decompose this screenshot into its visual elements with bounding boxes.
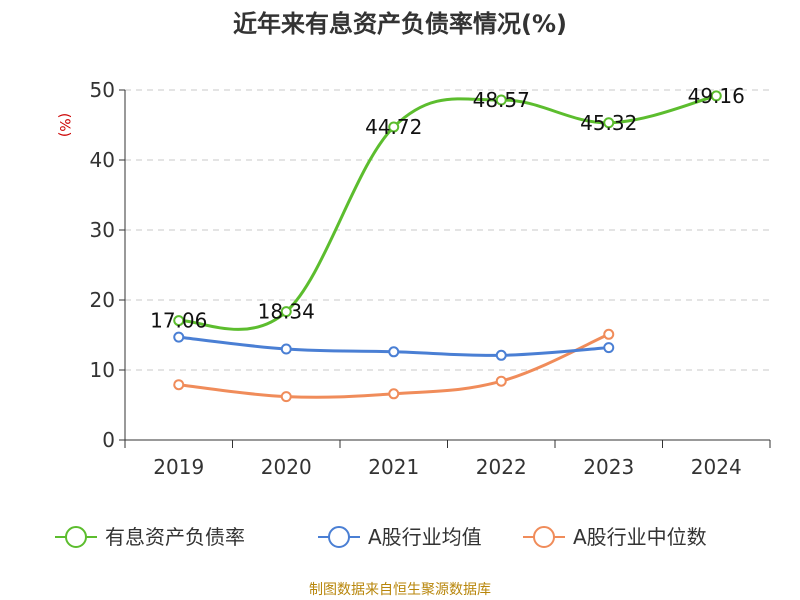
- x-tick-label: 2021: [368, 455, 419, 479]
- data-point: [388, 388, 400, 400]
- data-point: [280, 306, 292, 318]
- legend-marker: [328, 526, 350, 548]
- chart-title: 近年来有息资产负债率情况(%): [233, 10, 567, 38]
- data-point: [388, 346, 400, 358]
- y-tick-label: 30: [90, 218, 115, 242]
- legend-marker: [533, 526, 555, 548]
- grid: [125, 89, 770, 371]
- data-point: [603, 342, 615, 354]
- data-point: [280, 391, 292, 403]
- x-tick-label: 2019: [153, 455, 204, 479]
- y-tick-label: 20: [90, 288, 115, 312]
- data-point: [280, 343, 292, 355]
- data-label: 45.32: [580, 111, 637, 135]
- data-label: 17.06: [150, 309, 207, 333]
- data-point: [710, 90, 722, 102]
- data-point: [173, 379, 185, 391]
- data-label: 48.57: [473, 88, 530, 112]
- data-point: [495, 94, 507, 106]
- data-point: [388, 121, 400, 133]
- y-tick-label: 50: [90, 78, 115, 102]
- legend-label: 有息资产负债率: [105, 525, 245, 549]
- axes: 0 10 20 30 40 50 2019 2020 2021 2022 2023 2024: [90, 78, 771, 479]
- series: [173, 90, 722, 403]
- data-point: [603, 328, 615, 340]
- legend-marker: [65, 526, 87, 548]
- x-tick-label: 2023: [583, 455, 634, 479]
- x-tick-label: 2024: [691, 455, 742, 479]
- legend-label: A股行业均值: [368, 525, 482, 549]
- data-point: [495, 349, 507, 361]
- data-point: [495, 375, 507, 387]
- y-axis-unit: (%): [56, 113, 72, 137]
- data-labels: 17.06 18.34 44.72 48.57 45.32 49.16: [150, 84, 745, 333]
- data-point: [173, 331, 185, 343]
- legend-label: A股行业中位数: [573, 525, 707, 549]
- data-label: 18.34: [258, 300, 315, 324]
- x-tick-label: 2020: [261, 455, 312, 479]
- data-label: 49.16: [688, 84, 745, 108]
- legend: 有息资产负债率 A股行业均值 A股行业中位数: [55, 525, 707, 549]
- y-tick-label: 10: [90, 358, 115, 382]
- data-point: [173, 315, 185, 327]
- y-tick-label: 40: [90, 148, 115, 172]
- y-tick-label: 0: [102, 428, 115, 452]
- data-label: 44.72: [365, 115, 422, 139]
- data-point: [603, 117, 615, 129]
- source-note: 制图数据来自恒生聚源数据库: [309, 582, 491, 598]
- x-tick-label: 2022: [476, 455, 527, 479]
